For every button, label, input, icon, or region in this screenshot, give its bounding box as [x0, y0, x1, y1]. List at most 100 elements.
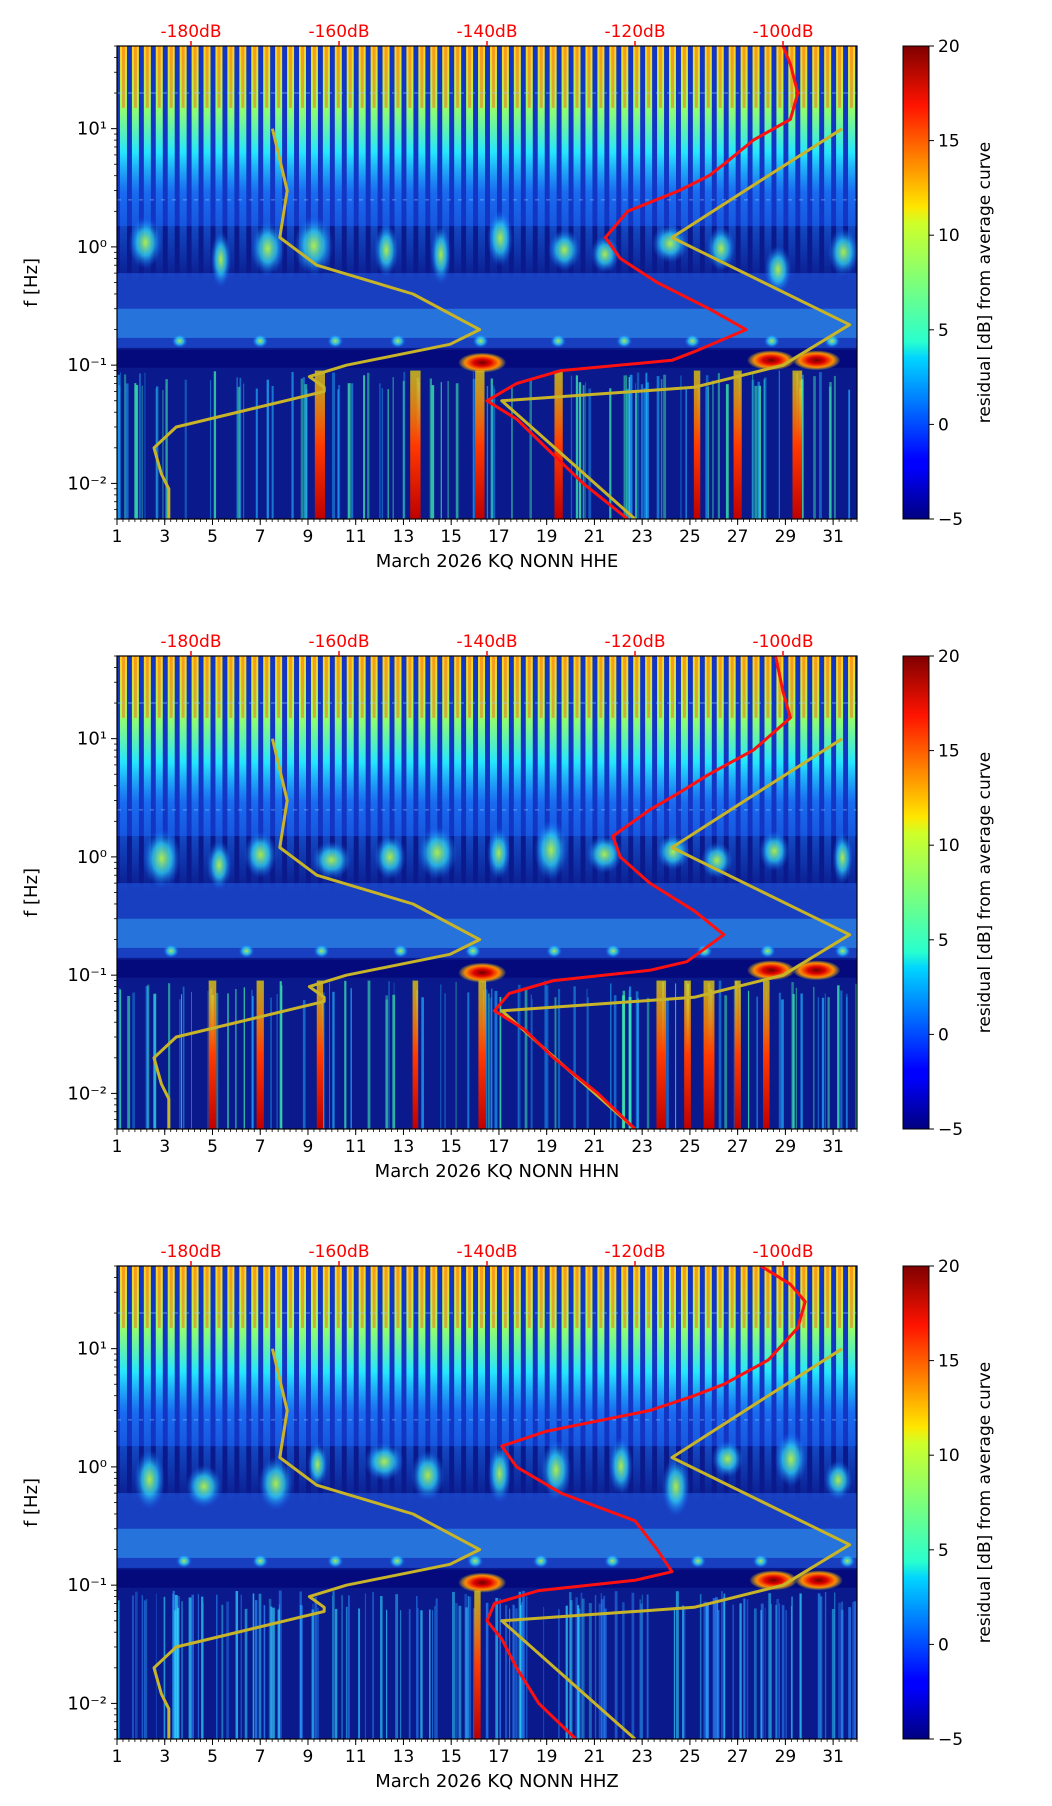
lf-strong-column [693, 370, 701, 519]
spectrogram-area [117, 1266, 857, 1739]
x-tick-label: 29 [775, 1137, 797, 1157]
daily-streak-core [647, 46, 651, 108]
daily-streak-core [515, 1266, 519, 1328]
lf-noise-streak [139, 373, 141, 519]
y-tick-label: 10⁻¹ [67, 1575, 107, 1596]
daily-streak-core [539, 656, 543, 718]
lf-noise-streak [586, 988, 588, 1129]
lf-noise-streak [332, 991, 335, 1129]
lf-noise-streak [743, 1598, 746, 1739]
daily-streak [836, 1266, 844, 1503]
daily-streak [489, 46, 497, 283]
daily-streak-core [754, 46, 758, 108]
lf-noise-streak [432, 1610, 434, 1739]
glow-patch [764, 245, 792, 294]
daily-streak-core [193, 656, 197, 718]
daily-streak [203, 46, 211, 283]
lf-noise-streak [600, 1593, 602, 1739]
x-tick-label: 19 [536, 1747, 558, 1767]
y-tick-label: 10⁻² [67, 1693, 107, 1714]
lf-noise-streak [721, 1591, 723, 1739]
lf-noise-streak [344, 980, 347, 1129]
daily-streak-core [360, 46, 364, 108]
daily-streak [561, 656, 569, 893]
lf-noise-streak [141, 385, 143, 519]
daily-streak-core [408, 656, 412, 718]
daily-streak-core [157, 46, 161, 108]
x-tick-label: 7 [255, 1747, 266, 1767]
lf-noise-streak [544, 980, 547, 1129]
lf-strong-column [763, 980, 770, 1129]
microseism-band-core [117, 1528, 857, 1558]
lf-noise-streak [134, 383, 137, 519]
glow-patch [374, 834, 407, 880]
lf-noise-streak [754, 385, 758, 519]
lf-noise-streak [625, 375, 628, 519]
daily-streak [287, 46, 295, 283]
glow-patch [417, 826, 458, 880]
lf-noise-streak [381, 388, 383, 519]
lf-noise-streak [235, 988, 237, 1129]
glow-patch [711, 1440, 744, 1478]
colorbar-tick-label: −5 [938, 1120, 963, 1140]
lf-noise-streak [188, 1597, 192, 1739]
daily-streak-core [229, 1266, 233, 1328]
lf-noise-streak [379, 383, 381, 519]
lf-strong-column [684, 980, 691, 1129]
bright-blob [458, 352, 507, 373]
daily-streak-core [384, 1266, 388, 1328]
daily-streak [478, 46, 486, 283]
glow-patch [252, 334, 269, 349]
daily-streak [478, 1266, 486, 1503]
daily-streak-core [826, 656, 830, 718]
daily-streak-core [575, 656, 579, 718]
daily-streak-core [742, 46, 746, 108]
daily-streak [788, 656, 796, 893]
lf-noise-streak [334, 1608, 338, 1739]
daily-streak-core [539, 1266, 543, 1328]
glow-patch [586, 835, 623, 874]
daily-streak [382, 46, 390, 283]
lf-noise-streak [640, 384, 644, 519]
lf-noise-streak [530, 994, 532, 1129]
daily-streak-core [408, 46, 412, 108]
daily-streak [119, 656, 127, 893]
daily-streak-core [730, 46, 734, 108]
x-tick-label: 5 [207, 1137, 218, 1157]
lf-noise-streak [531, 999, 533, 1129]
daily-streak [513, 656, 521, 893]
lf-noise-streak [715, 1597, 718, 1739]
lf-noise-streak [705, 375, 709, 519]
daily-streak [525, 656, 533, 893]
daily-streak [251, 1266, 259, 1503]
daily-streak [382, 1266, 390, 1503]
daily-streak-core [551, 1266, 555, 1328]
daily-streak-core [563, 656, 567, 718]
top-db-label: -140dB [456, 1242, 517, 1262]
lf-noise-streak [350, 987, 352, 1129]
microseism-band [117, 1493, 857, 1568]
daily-streak-core [277, 656, 281, 718]
daily-streak [740, 656, 748, 893]
lf-noise-streak [135, 1591, 138, 1739]
lf-noise-streak [594, 1594, 597, 1739]
daily-streak [203, 656, 211, 893]
daily-streak-core [826, 1266, 830, 1328]
daily-streak-core [432, 1266, 436, 1328]
lf-noise-streak [258, 1593, 262, 1739]
daily-streak-core [790, 46, 794, 108]
daily-streak [716, 656, 724, 893]
lf-noise-streak [840, 1609, 844, 1739]
daily-streak [263, 46, 271, 283]
lf-noise-streak [455, 383, 459, 519]
daily-streak-core [850, 1266, 854, 1328]
lf-noise-streak [522, 1590, 525, 1739]
daily-streak-core [491, 1266, 495, 1328]
daily-streak [346, 656, 354, 893]
lf-noise-streak [439, 984, 442, 1129]
daily-streak [812, 46, 820, 283]
daily-streak-core [145, 1266, 149, 1328]
daily-streak-core [647, 656, 651, 718]
lf-noise-streak [358, 1608, 361, 1739]
daily-streak [501, 1266, 509, 1503]
